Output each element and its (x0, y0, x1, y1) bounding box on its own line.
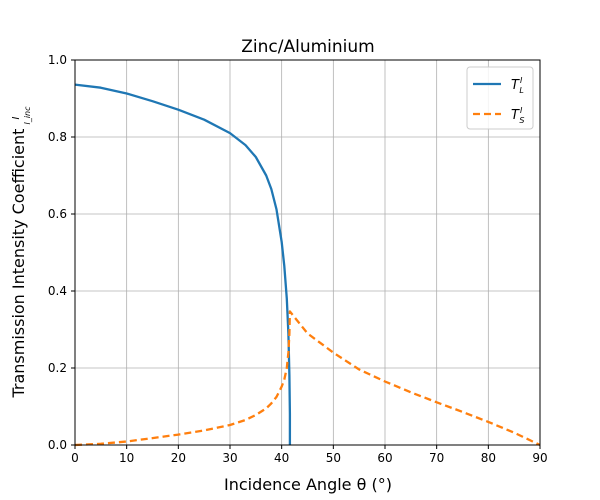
series-layer (74, 83, 541, 447)
x-tick-label: 50 (326, 451, 341, 465)
y-axis-label-denominator: I_inc (23, 106, 32, 125)
legend-label-sub: S (519, 116, 524, 125)
y-tick-label: 1.0 (48, 53, 67, 67)
y-axis-label: Transmission Intensity Coefficient II_in… (9, 106, 32, 399)
x-tick-label: 0 (71, 451, 79, 465)
y-tick-label: 0.2 (48, 361, 67, 375)
y-tick-label: 0.4 (48, 284, 67, 298)
x-tick-label: 20 (171, 451, 186, 465)
x-tick-label: 60 (377, 451, 392, 465)
y-axis-label-numerator: I (11, 116, 22, 119)
x-ticks: 0 10 20 30 40 50 60 70 80 90 (71, 445, 548, 465)
y-tick-label: 0.0 (48, 438, 67, 452)
plot-frame (74, 59, 541, 446)
y-axis-label-text: Transmission Intensity Coefficient (9, 129, 28, 399)
x-tick-label: 30 (222, 451, 237, 465)
x-tick-label: 70 (429, 451, 444, 465)
y-ticks: 0.0 0.2 0.4 0.6 0.8 1.0 (48, 53, 75, 452)
legend-label-sup: I (520, 106, 523, 115)
legend-label-sub: L (519, 86, 523, 95)
x-tick-label: 90 (532, 451, 547, 465)
legend-label-s: TI S (511, 106, 524, 125)
y-axis-label-group: Transmission Intensity Coefficient II_in… (9, 106, 32, 399)
y-tick-label: 0.6 (48, 207, 67, 221)
series-line-s (74, 310, 541, 447)
chart-title: Zinc/Aluminium (241, 37, 374, 57)
x-tick-label: 80 (481, 451, 496, 465)
x-tick-label: 10 (119, 451, 134, 465)
legend: TI LTI S (466, 66, 534, 130)
legend-label-main: T (511, 78, 520, 93)
legend-label-l: TI L (511, 76, 524, 95)
x-axis-label: Incidence Angle θ (°) (224, 475, 392, 494)
y-tick-label: 0.8 (48, 130, 67, 144)
legend-box (466, 66, 534, 130)
legend-label-main: T (511, 108, 520, 123)
legend-label-sup: I (520, 76, 523, 85)
x-tick-label: 40 (274, 451, 289, 465)
